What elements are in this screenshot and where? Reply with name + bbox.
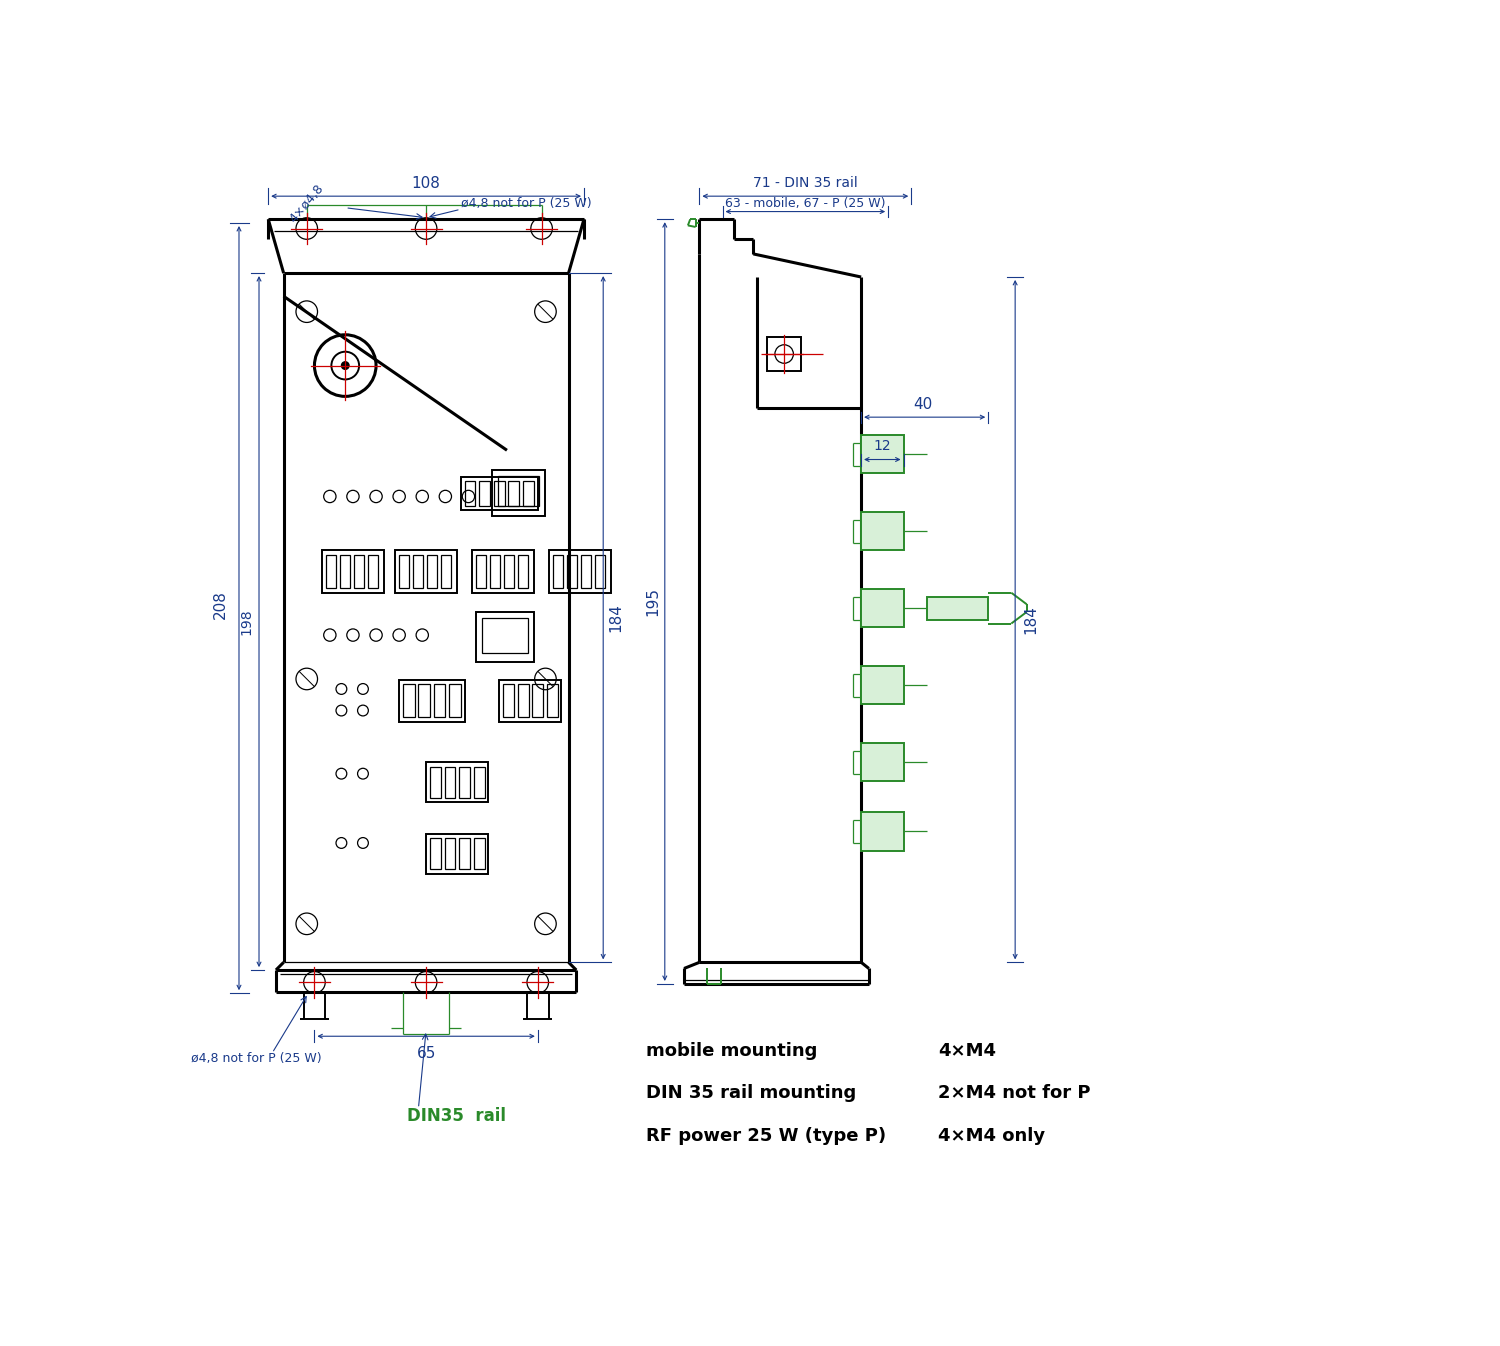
Bar <box>430 767 441 798</box>
Bar <box>549 551 610 592</box>
Bar <box>861 743 903 782</box>
Circle shape <box>342 362 350 369</box>
Bar <box>500 680 561 721</box>
Bar <box>465 481 476 506</box>
Bar <box>430 839 441 870</box>
Bar <box>518 684 528 717</box>
Bar <box>326 555 336 588</box>
Bar <box>459 839 470 870</box>
Bar <box>490 555 500 588</box>
Bar <box>426 762 488 802</box>
Bar <box>861 588 903 627</box>
Bar <box>448 684 460 717</box>
Text: 195: 195 <box>645 587 660 615</box>
Bar <box>861 435 903 474</box>
Bar <box>413 555 423 588</box>
Text: RF power 25 W (type P): RF power 25 W (type P) <box>645 1127 885 1144</box>
Bar <box>548 684 558 717</box>
Bar <box>404 684 414 717</box>
Bar <box>766 336 801 371</box>
Text: 65: 65 <box>417 1046 436 1061</box>
Bar <box>354 555 363 588</box>
Bar <box>444 767 456 798</box>
Text: 208: 208 <box>213 591 228 619</box>
Bar <box>478 481 490 506</box>
Bar <box>459 767 470 798</box>
Text: 40: 40 <box>914 397 933 412</box>
Bar <box>532 684 543 717</box>
Text: 12: 12 <box>873 439 891 454</box>
Text: 4×M4: 4×M4 <box>938 1042 996 1059</box>
Text: ø4,8 not for P (25 W): ø4,8 not for P (25 W) <box>192 1053 322 1065</box>
Bar <box>441 555 450 588</box>
Bar <box>580 555 591 588</box>
Text: 198: 198 <box>240 608 254 634</box>
Bar <box>396 551 458 592</box>
Bar <box>399 680 465 721</box>
Bar <box>444 839 456 870</box>
Text: 184: 184 <box>609 603 624 631</box>
Bar <box>861 511 903 551</box>
Bar <box>476 555 486 588</box>
Bar <box>503 684 515 717</box>
Bar <box>474 767 484 798</box>
Text: 4×ø4,8: 4×ø4,8 <box>286 182 327 226</box>
Bar <box>927 596 988 619</box>
Bar <box>498 475 540 506</box>
Bar <box>567 555 578 588</box>
Bar <box>460 478 537 510</box>
Bar <box>524 481 534 506</box>
Bar <box>340 555 350 588</box>
Text: 2×M4 not for P: 2×M4 not for P <box>938 1085 1090 1102</box>
Text: ø4,8 not for P (25 W): ø4,8 not for P (25 W) <box>460 198 591 210</box>
Bar <box>476 612 534 662</box>
Text: DIN 35 rail mounting: DIN 35 rail mounting <box>645 1085 856 1102</box>
Text: 108: 108 <box>411 175 441 191</box>
Text: mobile mounting: mobile mounting <box>645 1042 818 1059</box>
Bar <box>433 684 445 717</box>
Bar <box>368 555 378 588</box>
Text: 71 - DIN 35 rail: 71 - DIN 35 rail <box>753 176 858 190</box>
Bar <box>426 833 488 874</box>
Bar <box>474 839 484 870</box>
Bar <box>554 555 562 588</box>
Bar <box>861 666 903 704</box>
Bar <box>472 551 534 592</box>
Bar <box>492 470 546 516</box>
Bar <box>419 684 430 717</box>
Text: DIN35  rail: DIN35 rail <box>406 1108 506 1125</box>
Bar <box>509 481 519 506</box>
Bar <box>399 555 410 588</box>
Text: 184: 184 <box>1023 606 1038 634</box>
Bar <box>483 618 528 653</box>
Bar <box>322 551 384 592</box>
Text: 63 - mobile, 67 - P (25 W): 63 - mobile, 67 - P (25 W) <box>724 198 885 210</box>
Bar <box>518 555 528 588</box>
Text: 4×M4 only: 4×M4 only <box>938 1127 1046 1144</box>
Bar <box>861 812 903 851</box>
Bar <box>494 481 504 506</box>
Bar <box>594 555 604 588</box>
Bar <box>427 555 436 588</box>
Bar <box>504 555 515 588</box>
